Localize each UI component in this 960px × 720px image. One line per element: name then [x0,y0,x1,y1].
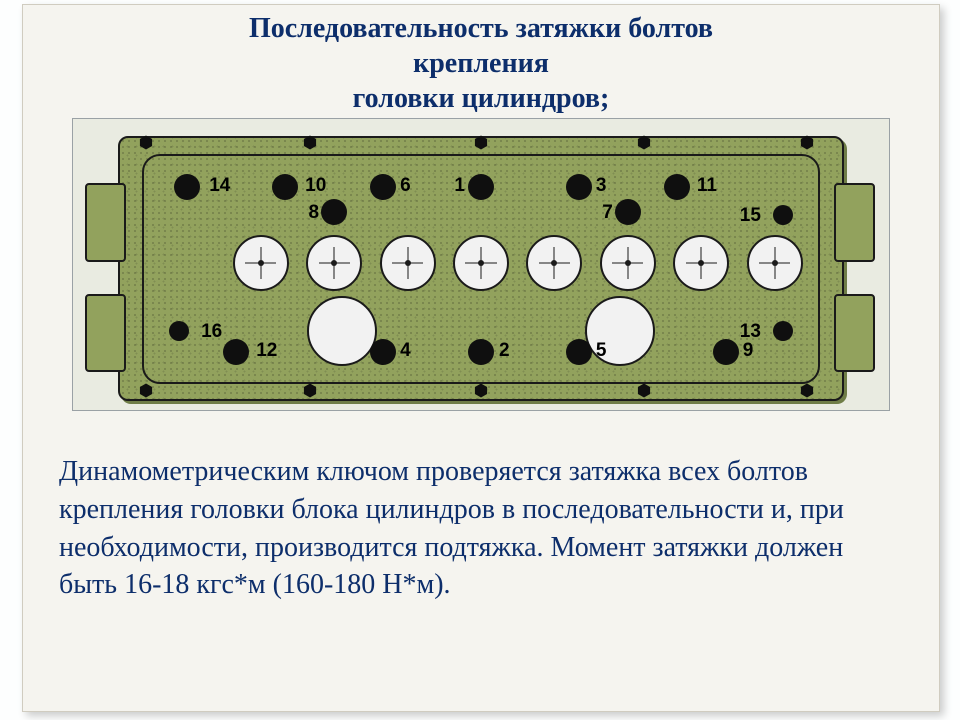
head-bolt-4 [370,339,396,365]
head-bolt-1 [468,174,494,200]
perimeter-hex-bolt [139,136,153,155]
head-bolt-label-5: 5 [596,340,607,362]
head-bolt-3 [566,174,592,200]
perimeter-hex-bolt [303,136,317,155]
head-bolt-6 [370,174,396,200]
diagram-canvas: 12345678910111213141516 [73,119,889,410]
head-bolt-11 [664,174,690,200]
head-bolt-label-16: 16 [201,321,222,343]
title-line-2: крепления [23,46,939,81]
head-bolt-label-4: 4 [400,340,411,362]
title-line-3: головки цилиндров; [23,81,939,116]
head-bolt-label-13: 13 [740,321,761,343]
page-title: Последовательность затяжки болтов крепле… [23,5,939,116]
head-bolt-2 [468,339,494,365]
perimeter-hex-bolt [139,383,153,402]
head-bolt-5 [566,339,592,365]
head-bolt-label-7: 7 [602,202,613,224]
head-bolt-label-1: 1 [454,175,465,197]
head-bolt-label-6: 6 [400,175,411,197]
torque-sequence-diagram: 12345678910111213141516 [72,118,890,411]
head-bolt-10 [272,174,298,200]
title-line-1: Последовательность затяжки болтов [23,11,939,46]
perimeter-hex-bolt [474,136,488,155]
head-bolt-8 [321,199,347,225]
coolant-passage-hole [307,296,377,366]
head-bolt-9 [713,339,739,365]
head-bolt-label-10: 10 [305,175,326,197]
content-card: Последовательность затяжки болтов крепле… [22,4,940,712]
valve-seat [526,235,582,291]
head-bolt-label-15: 15 [740,205,761,227]
valve-seat [747,235,803,291]
perimeter-hex-bolt [637,383,651,402]
body-text: Динамометрическим ключом проверяется зат… [23,453,939,604]
perimeter-hex-bolt [637,136,651,155]
perimeter-hex-bolt [800,383,814,402]
head-bolt-15 [773,205,793,225]
perimeter-hex-bolt [474,383,488,402]
valve-seat [306,235,362,291]
head-bolt-label-8: 8 [309,202,320,224]
valve-seat [380,235,436,291]
valve-seat [673,235,729,291]
mounting-ear [85,183,126,262]
head-bolt-label-14: 14 [209,175,230,197]
head-bolt-12 [223,339,249,365]
perimeter-hex-bolt [800,136,814,155]
valve-seat [453,235,509,291]
head-bolt-label-12: 12 [256,340,277,362]
valve-seat [600,235,656,291]
perimeter-hex-bolt [303,383,317,402]
mounting-ear [85,294,126,373]
head-bolt-label-2: 2 [499,340,510,362]
valve-seat [233,235,289,291]
mounting-ear [834,294,875,373]
head-bolt-14 [174,174,200,200]
mounting-ear [834,183,875,262]
head-bolt-label-3: 3 [596,175,607,197]
head-bolt-13 [773,321,793,341]
head-bolt-label-11: 11 [697,175,717,197]
head-bolt-7 [615,199,641,225]
head-bolt-16 [169,321,189,341]
